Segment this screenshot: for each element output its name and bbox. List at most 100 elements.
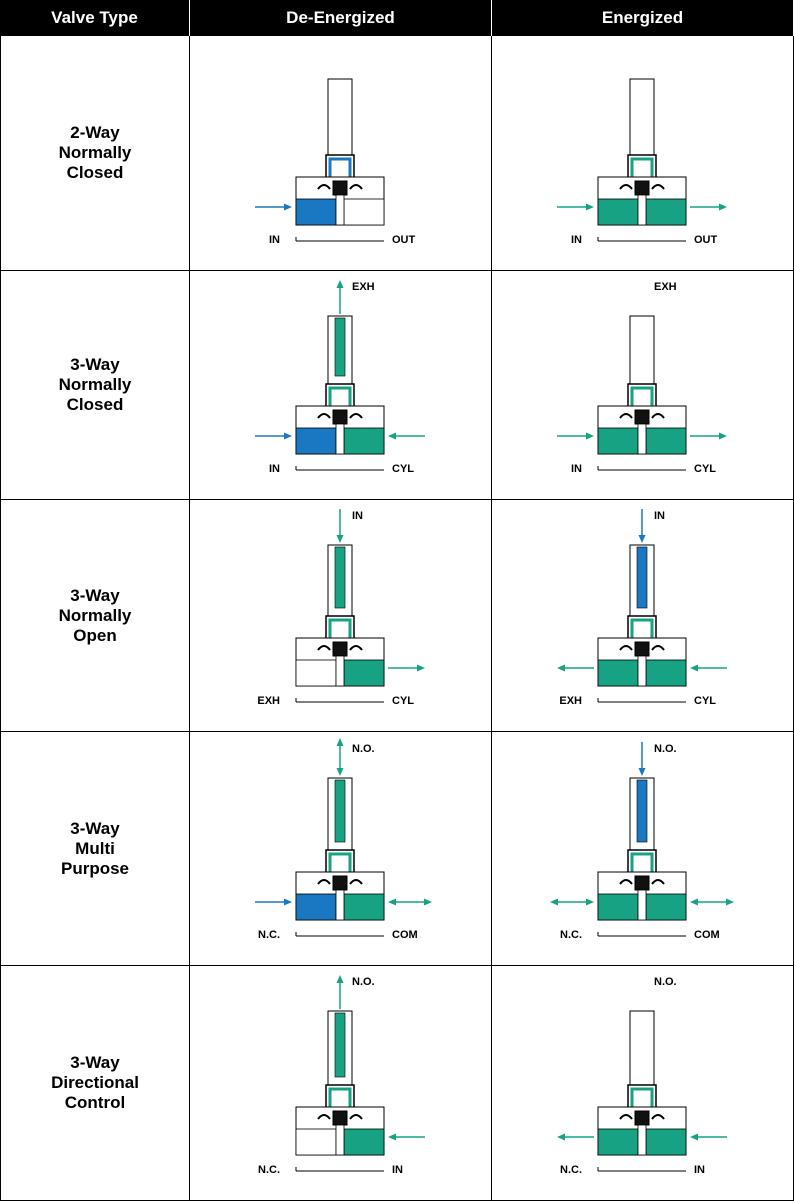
right-chamber — [645, 659, 687, 687]
inlet-arrow — [255, 432, 292, 440]
port-arrow-right — [576, 898, 594, 906]
type-line: 3-Way — [70, 355, 120, 374]
right-chamber — [343, 1128, 385, 1156]
left-chamber — [597, 198, 639, 226]
diagram-2way-nc-energized: IN OUT — [492, 36, 794, 271]
top-arrow-down — [336, 760, 344, 776]
header-valve-type: Valve Type — [0, 0, 190, 36]
port-arrow-right — [406, 898, 432, 906]
left-chamber — [295, 659, 337, 687]
left-chamber — [597, 1128, 639, 1156]
outlet-arrow — [690, 203, 727, 211]
port-label-right: CYL — [392, 463, 414, 475]
valve-body — [295, 315, 385, 471]
right-chamber — [343, 659, 385, 687]
valve-body — [295, 1010, 385, 1172]
port-label-top: N.O. — [654, 743, 677, 755]
diagram-3way-nc-de-energized: IN CYL EXH — [190, 271, 492, 500]
port-arrow-right — [708, 898, 734, 906]
diagram-2way-nc-de-energized: IN OUT — [190, 36, 492, 271]
diagram-3way-nc-energized: IN CYL EXH — [492, 271, 794, 500]
port-label-left: IN — [269, 463, 280, 475]
valve-body — [295, 777, 385, 937]
type-line: 3-Way — [70, 585, 120, 605]
valve-body — [597, 315, 687, 471]
port-label-left: N.C. — [560, 1164, 582, 1176]
port-label-top: IN — [654, 510, 665, 522]
type-line: Directional — [51, 1073, 139, 1092]
outlet-arrow — [388, 664, 425, 672]
port-label-right: CYL — [392, 695, 414, 707]
left-chamber — [597, 427, 639, 455]
port-label-right: CYL — [694, 695, 716, 707]
inlet-arrow — [557, 432, 594, 440]
port-label-left: IN — [571, 463, 582, 475]
type-line: Control — [64, 1093, 126, 1112]
valve-type-3way-directional: 3-Way Directional Control — [0, 966, 190, 1201]
top-arrow-down — [336, 509, 344, 543]
inlet-arrow — [690, 1133, 727, 1141]
right-chamber — [645, 893, 687, 921]
valve-type-3way-no: 3-Way Normally Open — [0, 500, 190, 732]
type-line: 3-Way — [70, 1053, 120, 1072]
outlet-arrow — [557, 664, 594, 672]
inlet-arrow — [388, 432, 425, 440]
valve-type-3way-nc: 3-Way Normally Closed — [0, 271, 190, 500]
top-arrow-up — [336, 738, 344, 760]
diagram-3way-no-de-energized: EXH CYL IN — [190, 500, 492, 732]
type-line: Multi — [75, 838, 115, 858]
right-chamber — [343, 198, 385, 226]
valve-type-3way-multi: 3-Way Multi Purpose — [0, 732, 190, 966]
type-line: Closed — [66, 395, 124, 414]
header-de-energized: De-Energized — [190, 0, 492, 36]
valve-body — [295, 544, 385, 703]
port-label-right: OUT — [392, 234, 416, 246]
valve-body — [597, 1010, 687, 1172]
right-chamber — [645, 427, 687, 455]
port-label-top: EXH — [654, 281, 677, 293]
port-label-right: COM — [392, 929, 418, 941]
port-label-top: N.O. — [654, 976, 677, 988]
port-label-left: EXH — [257, 695, 280, 707]
left-chamber — [597, 893, 639, 921]
type-line: Purpose — [60, 858, 130, 878]
right-chamber — [645, 1128, 687, 1156]
top-arrow-up — [336, 975, 344, 1009]
valve-body — [597, 777, 687, 937]
valve-body — [597, 78, 687, 242]
port-label-left: IN — [269, 234, 280, 246]
port-label-left: N.C. — [258, 929, 280, 941]
type-line: Normally — [58, 143, 132, 162]
type-line: Closed — [66, 163, 124, 182]
right-chamber — [645, 198, 687, 226]
inlet-arrow — [557, 203, 594, 211]
outlet-arrow — [690, 432, 727, 440]
type-line: Open — [73, 625, 117, 645]
left-chamber — [295, 1128, 337, 1156]
port-label-right: COM — [694, 929, 720, 941]
outlet-arrow — [557, 1133, 594, 1141]
inlet-arrow — [388, 1133, 425, 1141]
diagram-3way-directional-energized: N.C. IN N.O. — [492, 966, 794, 1201]
left-chamber — [295, 427, 337, 455]
type-line: Normally — [58, 375, 132, 394]
port-label-top: N.O. — [352, 976, 375, 988]
port-label-left: N.C. — [560, 929, 582, 941]
valve-body — [597, 544, 687, 703]
diagram-3way-multi-de-energized: N.C. COM N.O. — [190, 732, 492, 966]
port-arrow-left — [690, 898, 708, 906]
top-arrow-down — [638, 742, 646, 776]
type-line: Normally — [58, 605, 132, 625]
inlet-arrow — [690, 664, 727, 672]
top-arrow-down — [638, 509, 646, 543]
valve-type-2way-nc: 2-Way Normally Closed — [0, 36, 190, 271]
port-label-top: IN — [352, 510, 363, 522]
type-line: 2-Way — [70, 123, 120, 142]
port-arrow-left — [550, 898, 576, 906]
diagram-3way-multi-energized: N.C. COM N.O. — [492, 732, 794, 966]
diagram-3way-directional-de-energized: N.C. IN N.O. — [190, 966, 492, 1201]
port-label-top: EXH — [352, 281, 375, 293]
port-label-left: EXH — [559, 695, 582, 707]
left-chamber — [295, 893, 337, 921]
